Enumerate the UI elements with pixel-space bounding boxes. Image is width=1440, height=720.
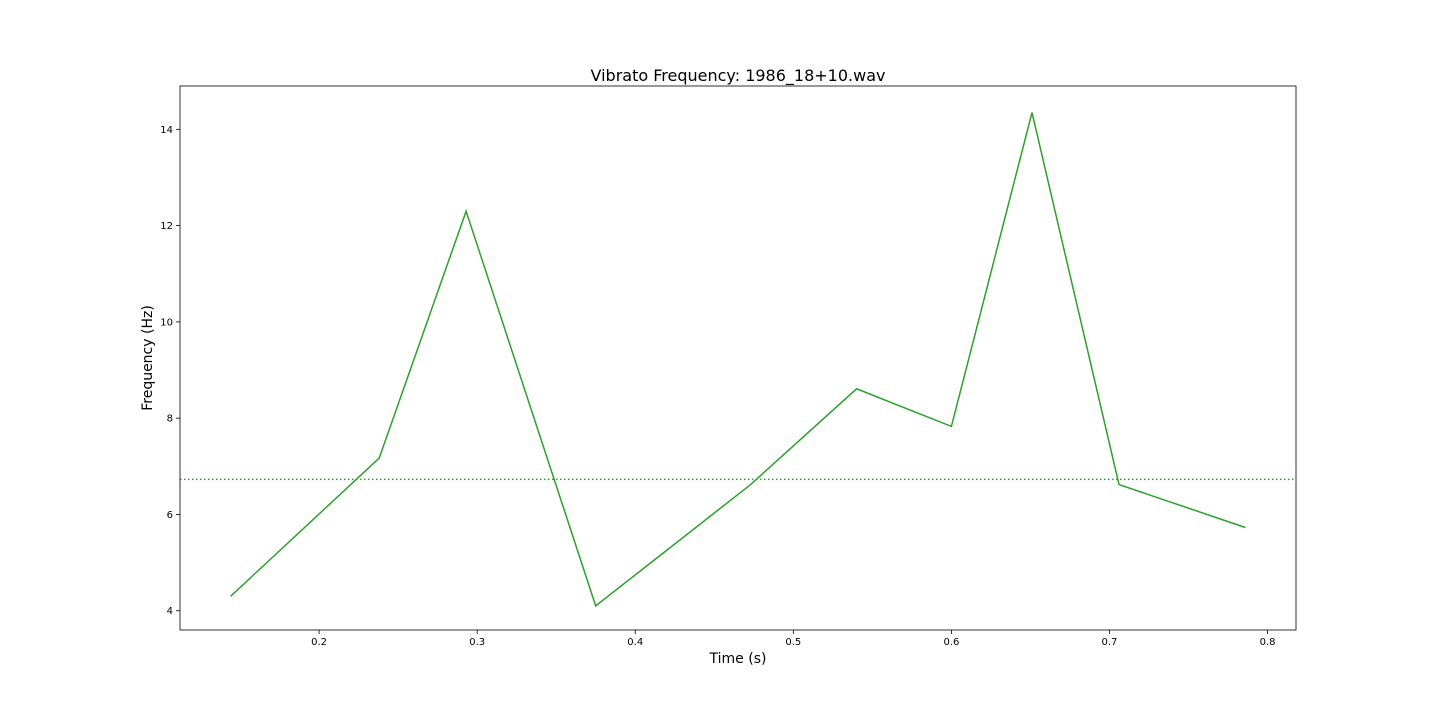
y-tick-label: 14 [160,125,173,136]
x-tick-label: 0.4 [627,637,643,648]
x-tick-label: 0.7 [1102,637,1118,648]
y-axis-label: Frequency (Hz) [140,305,156,411]
x-axis-ticks: 0.2 0.3 0.4 0.5 0.6 0.7 0.8 [311,630,1275,648]
y-tick-label: 10 [160,317,173,328]
plot-area [179,85,1297,631]
y-tick-label: 6 [167,510,173,521]
x-tick-label: 0.8 [1260,637,1276,648]
chart-title: Vibrato Frequency: 1986_18+10.wav [591,66,886,86]
y-axis-ticks: 4 6 8 10 12 14 [160,125,180,617]
x-tick-label: 0.2 [311,637,327,648]
plot-frame [179,85,1297,631]
series-line [230,112,1246,608]
y-tick-label: 8 [167,414,173,425]
x-tick-label: 0.3 [469,637,485,648]
y-tick-label: 4 [167,606,173,617]
y-tick-label: 12 [160,221,173,232]
x-tick-label: 0.5 [785,637,801,648]
x-tick-label: 0.6 [943,637,959,648]
x-axis-label: Time (s) [709,651,767,667]
